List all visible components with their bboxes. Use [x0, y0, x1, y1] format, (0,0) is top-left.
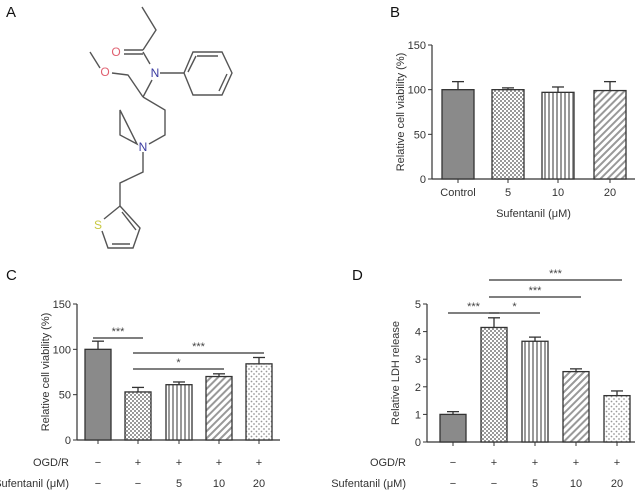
sufentanil-value: − — [135, 478, 141, 490]
y-axis-title: Relative LDH release — [390, 321, 402, 425]
bar — [593, 89, 627, 180]
ethyl-linker — [119, 152, 144, 206]
atom-n-amide: N — [151, 66, 160, 80]
x-tick-label: 20 — [604, 187, 616, 199]
y-tick-label: 0 — [420, 174, 426, 186]
sufentanil-value: 10 — [213, 478, 225, 490]
y-axis-title: Relative cell viability (%) — [395, 53, 407, 172]
bar — [439, 413, 467, 443]
sufentanil-value: 5 — [176, 478, 182, 490]
y-tick-label: 3 — [415, 354, 421, 366]
significance-label: *** — [112, 326, 126, 338]
thiophene-ring — [101, 205, 141, 249]
bar — [205, 375, 233, 441]
sufentanil-value: 20 — [611, 478, 623, 490]
ogdr-value: − — [450, 457, 456, 469]
amide-bonds — [142, 51, 184, 98]
bar — [84, 348, 112, 441]
y-tick-label: 0 — [65, 435, 71, 447]
chart-d-ldh-release: 0 1 2 3 4 5 Relative LDH release − − + − +5 +10 +20 OG… — [331, 268, 635, 490]
sufentanil-value: − — [95, 478, 101, 490]
row-label-ogdr: OGD/R — [370, 457, 406, 469]
panel-label-c: C — [6, 267, 17, 284]
significance-label: *** — [192, 341, 206, 353]
ogdr-value: + — [256, 457, 262, 469]
panel-label-a: A — [6, 4, 16, 21]
bar — [521, 340, 549, 443]
y-tick-label: 100 — [408, 85, 426, 97]
bar — [541, 91, 575, 180]
bar — [124, 391, 152, 441]
propionyl-bonds — [141, 6, 157, 51]
methoxymethyl-bonds — [89, 51, 144, 98]
ogdr-value: + — [532, 457, 538, 469]
ogdr-value: + — [614, 457, 620, 469]
y-tick-label: 0 — [415, 437, 421, 449]
ogdr-value: + — [216, 457, 222, 469]
atom-n-piperidine: N — [139, 140, 148, 154]
row-label-sufentanil: Sufentanil (μM) — [0, 478, 69, 490]
ogdr-value: + — [176, 457, 182, 469]
atom-s: S — [94, 218, 102, 232]
x-tick-label: 10 — [552, 187, 564, 199]
bar — [603, 394, 631, 443]
sufentanil-structure: O O N N S — [89, 6, 233, 249]
sufentanil-value: 10 — [570, 478, 582, 490]
panel-label-b: B — [390, 4, 400, 21]
significance-label: * — [176, 357, 181, 369]
significance-label: * — [512, 301, 517, 313]
y-tick-label: 150 — [408, 40, 426, 52]
ogdr-value: + — [491, 457, 497, 469]
ogdr-value: + — [573, 457, 579, 469]
row-label-sufentanil: Sufentanil (μM) — [331, 478, 406, 490]
x-tick-label: 5 — [505, 187, 511, 199]
y-axis-title: Relative cell viability (%) — [40, 313, 52, 432]
panel-label-d: D — [352, 267, 363, 284]
bar — [165, 384, 193, 441]
piperidine-ring — [119, 96, 166, 146]
atom-o-ether: O — [100, 65, 109, 79]
ogdr-value: − — [95, 457, 101, 469]
atom-o-carbonyl: O — [111, 45, 120, 59]
phenyl-ring — [183, 51, 233, 96]
y-tick-label: 1 — [415, 409, 421, 421]
y-tick-label: 150 — [53, 299, 71, 311]
x-tick-label: Control — [440, 187, 475, 199]
significance-label: *** — [529, 285, 543, 297]
bar — [491, 89, 525, 180]
ogdr-value: + — [135, 457, 141, 469]
y-tick-label: 2 — [415, 382, 421, 394]
row-label-ogdr: OGD/R — [33, 457, 69, 469]
sufentanil-value: 5 — [532, 478, 538, 490]
significance-label: *** — [467, 301, 481, 313]
significance-label: *** — [549, 268, 563, 280]
y-tick-label: 4 — [415, 327, 421, 339]
bar — [441, 89, 475, 180]
bar — [480, 326, 508, 443]
carbonyl-double-bond — [124, 49, 143, 55]
x-axis-title: Sufentanil (μM) — [496, 208, 571, 220]
bar — [562, 370, 590, 443]
sufentanil-value: 20 — [253, 478, 265, 490]
y-tick-label: 50 — [59, 390, 71, 402]
y-tick-label: 100 — [53, 344, 71, 356]
sufentanil-value: − — [491, 478, 497, 490]
sufentanil-value: − — [450, 478, 456, 490]
y-tick-label: 5 — [415, 299, 421, 311]
bar — [245, 363, 273, 441]
y-tick-label: 50 — [414, 129, 426, 141]
